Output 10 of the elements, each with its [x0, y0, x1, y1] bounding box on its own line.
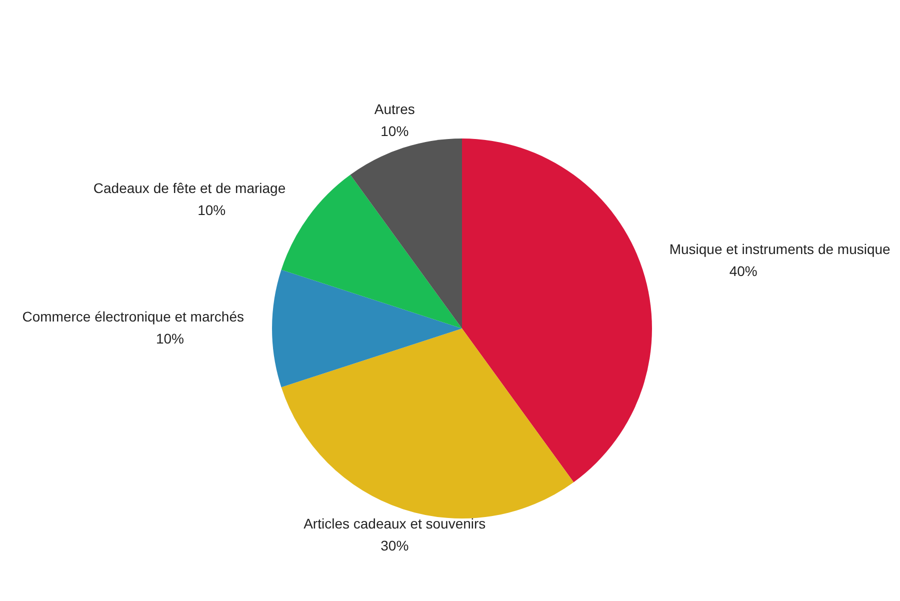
slice-label: Articles cadeaux et souvenirs [304, 516, 486, 532]
slice-label: Cadeaux de fête et de mariage [93, 180, 286, 196]
data-label: 10% [156, 330, 184, 346]
data-label: 30% [380, 538, 409, 554]
data-label: 40% [729, 262, 758, 279]
data-label: 10% [198, 202, 226, 218]
slice-label: Autres [374, 101, 415, 118]
slice-label: Musique et instruments de musique [669, 240, 891, 257]
slice-label: Commerce électronique et marchés [22, 308, 244, 324]
data-label: 10% [380, 123, 409, 140]
